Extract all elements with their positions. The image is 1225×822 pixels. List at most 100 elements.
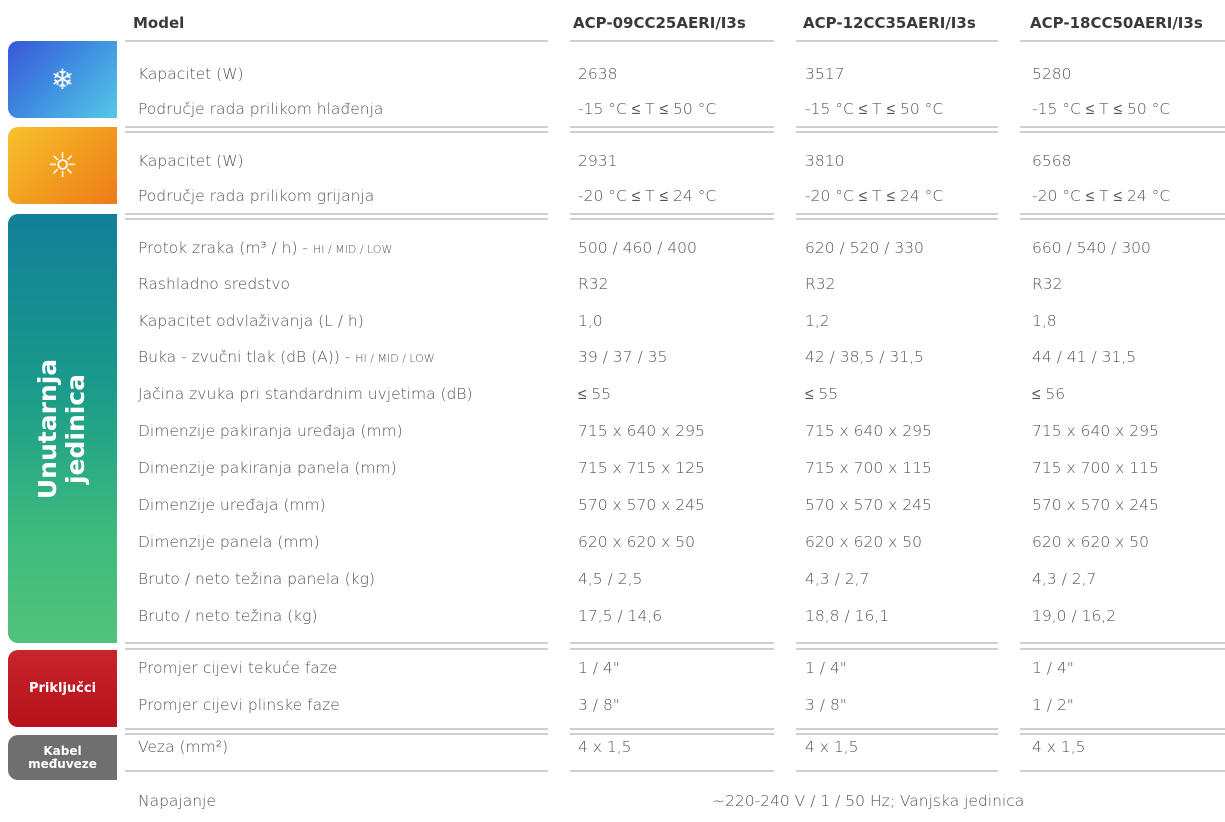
row-value-model-1: R32 xyxy=(578,275,609,293)
row-value-model-2: 18,8 / 16,1 xyxy=(805,607,890,625)
divider-line xyxy=(125,131,548,133)
row-value-model-1: 570 x 570 x 245 xyxy=(578,496,705,514)
divider-line xyxy=(796,648,998,650)
indoor-unit-label: Unutarnja jedinica xyxy=(33,358,91,499)
sun-icon: ☼ xyxy=(47,145,78,186)
row-label: Bruto / neto težina (kg) xyxy=(138,607,318,625)
row-value-model-3: 4 x 1,5 xyxy=(1032,738,1086,756)
divider-line xyxy=(125,213,548,215)
row-label: Protok zraka (m³ / h) - HI / MID / LOW xyxy=(138,239,393,257)
row-value-model-3: 4,3 / 2,7 xyxy=(1032,570,1097,588)
row-label: Veza (mm²) xyxy=(138,738,229,756)
row-value-model-1: -15 °C ≤ T ≤ 50 °C xyxy=(578,100,717,118)
divider-line xyxy=(1020,126,1225,128)
divider-line xyxy=(796,642,998,644)
row-value-model-2: 570 x 570 x 245 xyxy=(805,496,932,514)
heating-section-tab: ☼ xyxy=(8,127,117,204)
row-value-model-2: 1,2 xyxy=(805,312,830,330)
row-label: Kapacitet (W) xyxy=(138,152,244,170)
row-label: Rashladno sredstvo xyxy=(138,275,290,293)
divider-line xyxy=(125,126,548,128)
divider-line xyxy=(796,728,998,730)
row-value-model-2: 620 / 520 / 330 xyxy=(805,239,924,257)
row-value-model-1: 4 x 1,5 xyxy=(578,738,632,756)
row-value-model-3: 6568 xyxy=(1032,152,1072,170)
model-name-2: ACP-12CC35AERI/I3s xyxy=(803,14,976,32)
row-value-model-3: 620 x 620 x 50 xyxy=(1032,533,1149,551)
row-label: Promjer cijevi plinske faze xyxy=(138,696,340,714)
row-value-model-2: 4 x 1,5 xyxy=(805,738,859,756)
cable-label-line1: Kabel xyxy=(43,743,82,758)
divider-line xyxy=(1020,728,1225,730)
model-header: Model xyxy=(133,14,185,32)
row-label: Kapacitet (W) xyxy=(138,65,244,83)
row-value-model-3: 660 / 540 / 300 xyxy=(1032,239,1151,257)
row-label: Promjer cijevi tekuće faze xyxy=(138,659,338,677)
row-value-model-1: 17,5 / 14,6 xyxy=(578,607,663,625)
row-label: Bruto / neto težina panela (kg) xyxy=(138,570,375,588)
cooling-section-tab: ❄ xyxy=(8,41,117,118)
divider-line xyxy=(125,648,548,650)
divider-line xyxy=(570,40,774,42)
row-label: Jačina zvuka pri standardnim uvjetima (d… xyxy=(138,385,473,403)
cable-section-tab: Kabel međuveze xyxy=(8,735,117,780)
row-value-model-2: 715 x 700 x 115 xyxy=(805,459,932,477)
divider-line xyxy=(796,733,998,735)
row-value-model-2: 3810 xyxy=(805,152,845,170)
row-value-model-1: ≤ 55 xyxy=(578,385,612,403)
row-value-model-1: 715 x 640 x 295 xyxy=(578,422,705,440)
snowflake-icon: ❄ xyxy=(50,63,75,96)
row-value-model-3: 1 / 2" xyxy=(1032,696,1074,714)
row-label: Dimenzije uređaja (mm) xyxy=(138,496,326,514)
divider-line xyxy=(125,642,548,644)
row-value-model-2: ≤ 55 xyxy=(805,385,839,403)
row-value-model-3: 715 x 640 x 295 xyxy=(1032,422,1159,440)
footer-value: ~220-240 V / 1 / 50 Hz; Vanjska jedinica xyxy=(712,792,1025,810)
divider-line xyxy=(125,218,548,220)
row-label: Buka - zvučni tlak (dB (A)) - HI / MID /… xyxy=(138,348,435,366)
divider-line xyxy=(1020,770,1225,772)
divider-line xyxy=(1020,642,1225,644)
row-value-model-3: 570 x 570 x 245 xyxy=(1032,496,1159,514)
connections-label: Priključci xyxy=(28,681,97,696)
row-value-model-2: 715 x 640 x 295 xyxy=(805,422,932,440)
row-value-model-2: -15 °C ≤ T ≤ 50 °C xyxy=(805,100,944,118)
row-label: Područje rada prilikom hlađenja xyxy=(138,100,384,118)
row-value-model-2: -20 °C ≤ T ≤ 24 °C xyxy=(805,187,944,205)
model-name-1: ACP-09CC25AERI/I3s xyxy=(573,14,746,32)
row-value-model-1: 500 / 460 / 400 xyxy=(578,239,697,257)
row-value-model-2: 4,3 / 2,7 xyxy=(805,570,870,588)
row-value-model-3: -15 °C ≤ T ≤ 50 °C xyxy=(1032,100,1171,118)
divider-line xyxy=(570,218,774,220)
row-value-model-3: 715 x 700 x 115 xyxy=(1032,459,1159,477)
cable-label-line2: međuveze xyxy=(28,756,97,771)
row-value-model-1: 1,0 xyxy=(578,312,603,330)
divider-line xyxy=(1020,213,1225,215)
divider-line xyxy=(570,770,774,772)
row-value-model-3: 19,0 / 16,2 xyxy=(1032,607,1117,625)
row-value-model-1: 2931 xyxy=(578,152,618,170)
row-value-model-3: R32 xyxy=(1032,275,1063,293)
row-value-model-2: R32 xyxy=(805,275,836,293)
row-value-model-1: 1 / 4" xyxy=(578,659,620,677)
divider-line xyxy=(570,213,774,215)
divider-line xyxy=(1020,131,1225,133)
row-value-model-1: 4,5 / 2,5 xyxy=(578,570,643,588)
row-value-model-3: 44 / 41 / 31,5 xyxy=(1032,348,1137,366)
row-value-model-3: 1 / 4" xyxy=(1032,659,1074,677)
divider-line xyxy=(796,213,998,215)
row-value-model-3: -20 °C ≤ T ≤ 24 °C xyxy=(1032,187,1171,205)
row-value-model-2: 3517 xyxy=(805,65,845,83)
row-value-model-2: 42 / 38,5 / 31,5 xyxy=(805,348,924,366)
row-value-model-2: 1 / 4" xyxy=(805,659,847,677)
row-value-model-3: 1,8 xyxy=(1032,312,1057,330)
row-label: Područje rada prilikom grijanja xyxy=(138,187,375,205)
divider-line xyxy=(1020,40,1225,42)
connections-section-tab: Priključci xyxy=(8,650,117,727)
divider-line xyxy=(125,733,548,735)
row-value-model-1: 3 / 8" xyxy=(578,696,620,714)
divider-line xyxy=(796,218,998,220)
row-value-model-1: 715 x 715 x 125 xyxy=(578,459,705,477)
divider-line xyxy=(570,728,774,730)
row-value-model-3: 5280 xyxy=(1032,65,1072,83)
